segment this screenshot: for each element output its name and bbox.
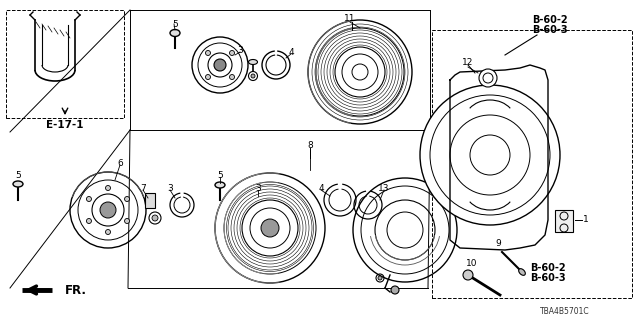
Ellipse shape	[518, 269, 525, 275]
Circle shape	[391, 286, 399, 294]
Text: 9: 9	[495, 238, 501, 247]
Text: 4: 4	[318, 183, 324, 193]
Text: TBA4B5701C: TBA4B5701C	[540, 308, 590, 316]
Circle shape	[205, 51, 211, 55]
Text: 12: 12	[462, 58, 474, 67]
Circle shape	[261, 219, 279, 237]
Text: 11: 11	[344, 13, 356, 22]
Text: 5: 5	[172, 20, 178, 28]
Bar	[555, 210, 573, 232]
Bar	[6, 10, 124, 118]
Circle shape	[86, 196, 92, 202]
Text: 6: 6	[117, 158, 123, 167]
Text: 5: 5	[217, 171, 223, 180]
Circle shape	[420, 85, 560, 225]
Bar	[145, 193, 155, 208]
Circle shape	[242, 200, 298, 256]
Ellipse shape	[13, 181, 23, 187]
Circle shape	[479, 69, 497, 87]
Text: B-60-2: B-60-2	[530, 263, 566, 273]
Text: B-60-3: B-60-3	[530, 273, 566, 283]
Circle shape	[308, 20, 412, 124]
Circle shape	[335, 47, 385, 97]
Circle shape	[86, 219, 92, 223]
Circle shape	[106, 186, 111, 190]
Text: B-60-3: B-60-3	[532, 25, 568, 35]
Text: 3: 3	[167, 183, 173, 193]
Circle shape	[205, 75, 211, 80]
Circle shape	[152, 215, 158, 221]
Circle shape	[214, 59, 226, 71]
Text: E-17-1: E-17-1	[46, 120, 84, 130]
Bar	[432, 30, 632, 298]
Circle shape	[251, 74, 255, 78]
Circle shape	[125, 196, 129, 202]
Text: 1: 1	[583, 215, 589, 225]
Circle shape	[215, 173, 325, 283]
Ellipse shape	[215, 182, 225, 188]
Text: 3: 3	[255, 183, 261, 193]
Ellipse shape	[170, 29, 180, 36]
Circle shape	[106, 229, 111, 235]
Text: 5: 5	[15, 171, 21, 180]
Text: B-60-2: B-60-2	[532, 15, 568, 25]
Circle shape	[378, 276, 382, 280]
Ellipse shape	[248, 60, 257, 65]
Text: 4: 4	[288, 47, 294, 57]
Text: 3: 3	[237, 45, 243, 54]
Text: 10: 10	[467, 259, 477, 268]
Text: 7: 7	[140, 183, 146, 193]
Circle shape	[463, 270, 473, 280]
Text: 13: 13	[378, 183, 390, 193]
Text: FR.: FR.	[65, 284, 87, 298]
Text: 8: 8	[307, 140, 313, 149]
Circle shape	[100, 202, 116, 218]
Circle shape	[125, 219, 129, 223]
Circle shape	[230, 51, 234, 55]
Circle shape	[230, 75, 234, 80]
